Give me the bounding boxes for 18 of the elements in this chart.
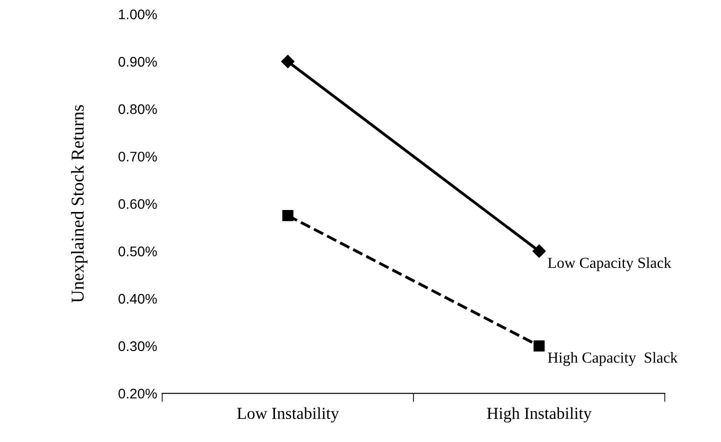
x-tick-label: High Instability bbox=[487, 407, 592, 422]
y-tick-label: 0.50% bbox=[118, 246, 157, 256]
y-tick-label: 0.40% bbox=[118, 294, 157, 304]
x-tick-label: Low Instability bbox=[237, 407, 339, 422]
y-tick-label: 0.60% bbox=[118, 199, 157, 209]
y-axis-title: Unexplained Stock Returns bbox=[71, 105, 88, 303]
y-tick-label: 0.90% bbox=[118, 56, 157, 67]
y-tick-label: 0.80% bbox=[118, 104, 157, 114]
series-label: High Capacity Slack bbox=[548, 352, 678, 366]
point bbox=[534, 340, 545, 352]
y-tick-label: 1.00% bbox=[119, 9, 157, 20]
y-tick-label: 0.20% bbox=[118, 388, 157, 399]
point bbox=[532, 244, 546, 258]
series-label: Low Capacity Slack bbox=[548, 257, 672, 272]
point bbox=[281, 54, 294, 68]
y-tick-label: 0.70% bbox=[118, 152, 157, 162]
y-tick-label: 0.30% bbox=[118, 341, 157, 352]
point bbox=[282, 210, 294, 222]
